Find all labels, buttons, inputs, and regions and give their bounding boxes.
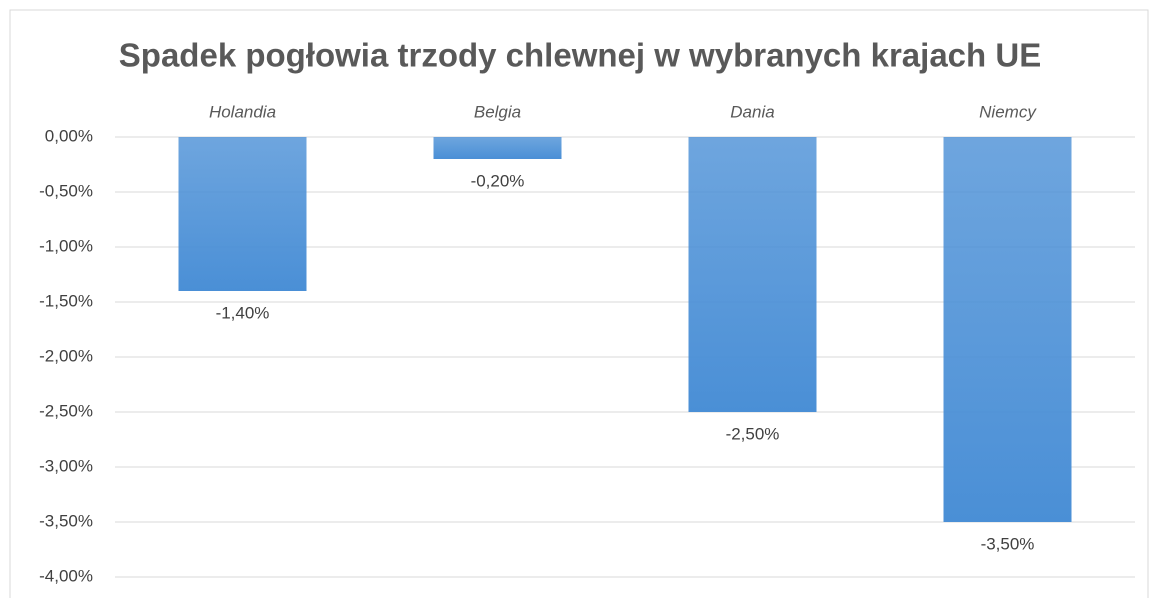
x-tick-label: Niemcy	[979, 102, 1037, 121]
data-label: -0,20%	[471, 171, 525, 190]
x-tick-label: Holandia	[209, 102, 276, 121]
y-tick-label: -4,00%	[39, 566, 93, 585]
data-label: -3,50%	[981, 534, 1035, 553]
y-tick-label: -2,50%	[39, 401, 93, 420]
data-label: -1,40%	[216, 303, 270, 322]
y-tick-label: 0,00%	[45, 126, 93, 145]
bar	[178, 137, 307, 291]
y-tick-label: -1,00%	[39, 236, 93, 255]
x-tick-label: Dania	[730, 102, 774, 121]
bar	[688, 137, 817, 412]
y-tick-label: -0,50%	[39, 181, 93, 200]
bar	[433, 137, 562, 159]
data-label: -2,50%	[726, 424, 780, 443]
x-tick-label: Belgia	[474, 102, 521, 121]
y-tick-label: -3,00%	[39, 456, 93, 475]
y-tick-label: -3,50%	[39, 511, 93, 530]
bar	[943, 137, 1072, 522]
y-tick-label: -1,50%	[39, 291, 93, 310]
y-tick-label: -2,00%	[39, 346, 93, 365]
chart-title: Spadek pogłowia trzody chlewnej w wybran…	[119, 37, 1041, 74]
